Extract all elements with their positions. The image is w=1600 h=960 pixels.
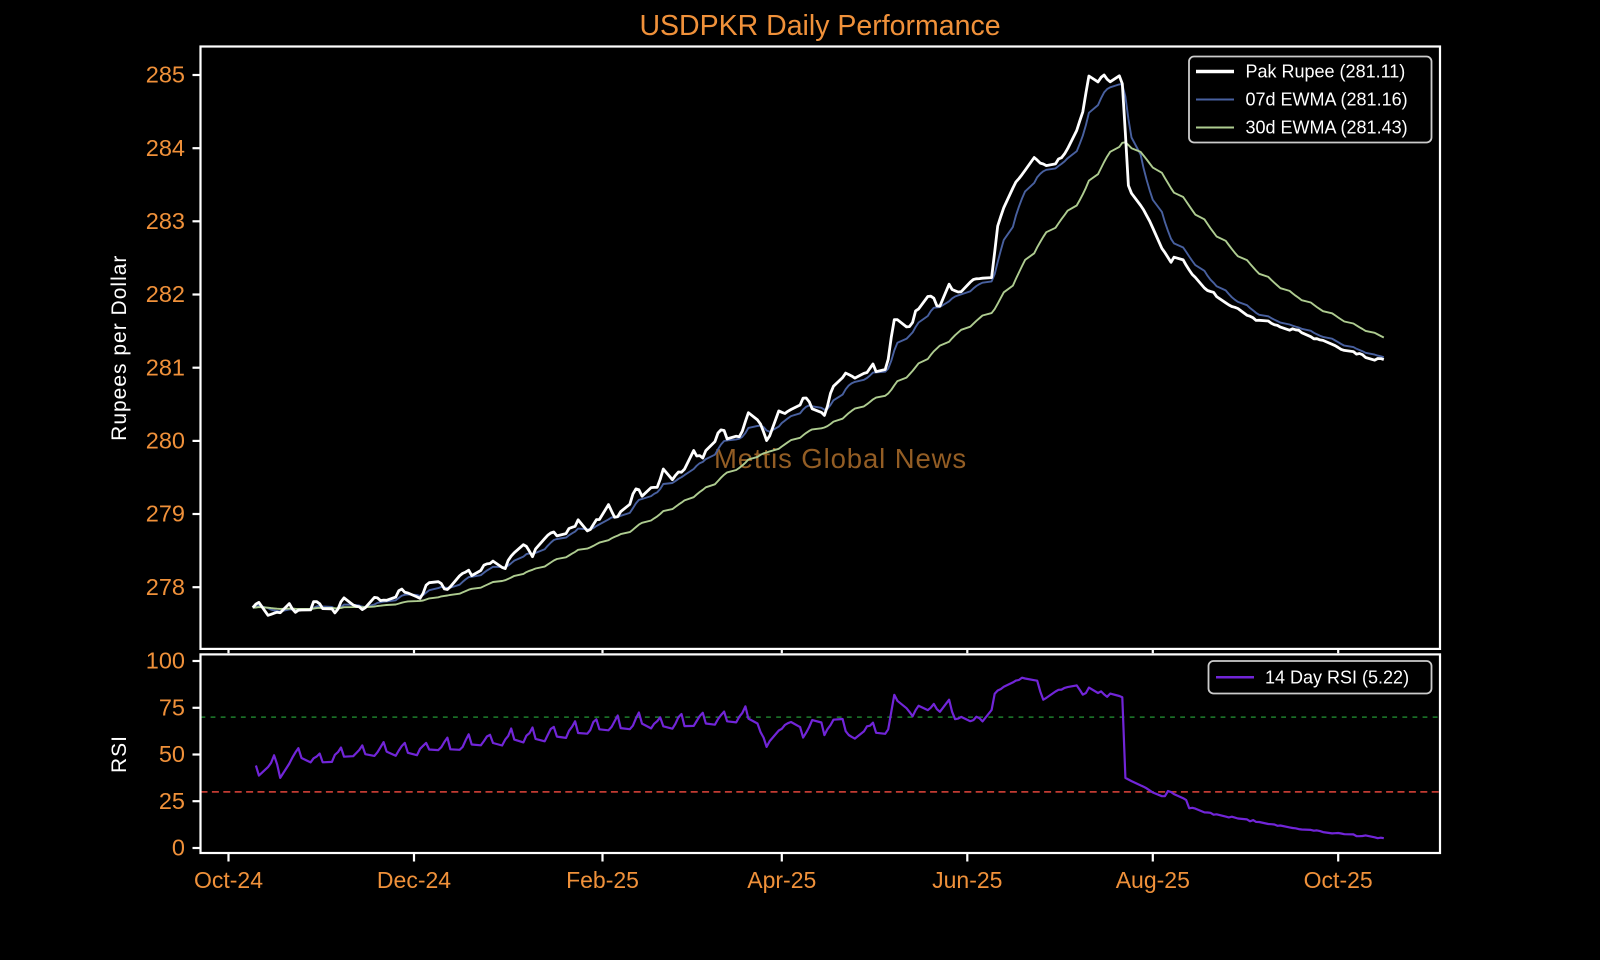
svg-text:282: 282 xyxy=(146,281,185,307)
svg-text:283: 283 xyxy=(146,208,185,234)
svg-text:Oct-24: Oct-24 xyxy=(194,867,263,893)
svg-text:281: 281 xyxy=(146,354,185,380)
svg-text:Aug-25: Aug-25 xyxy=(1116,867,1190,893)
svg-text:Dec-24: Dec-24 xyxy=(377,867,451,893)
svg-text:Rupees per Dollar: Rupees per Dollar xyxy=(108,255,131,441)
svg-text:279: 279 xyxy=(146,501,185,527)
svg-text:50: 50 xyxy=(159,741,185,767)
svg-text:278: 278 xyxy=(146,574,185,600)
svg-text:RSI: RSI xyxy=(108,735,131,773)
svg-text:Jun-25: Jun-25 xyxy=(932,867,1002,893)
svg-text:14 Day RSI (5.22): 14 Day RSI (5.22) xyxy=(1265,668,1409,688)
svg-text:Pak Rupee (281.11): Pak Rupee (281.11) xyxy=(1246,62,1406,82)
svg-text:07d EWMA (281.16): 07d EWMA (281.16) xyxy=(1246,90,1408,110)
svg-text:Oct-25: Oct-25 xyxy=(1304,867,1373,893)
svg-text:30d EWMA (281.43): 30d EWMA (281.43) xyxy=(1246,118,1408,138)
svg-text:25: 25 xyxy=(159,788,185,814)
svg-text:Mettis Global News: Mettis Global News xyxy=(714,443,967,474)
svg-text:Apr-25: Apr-25 xyxy=(747,867,816,893)
svg-text:USDPKR Daily Performance: USDPKR Daily Performance xyxy=(639,10,1000,42)
svg-text:280: 280 xyxy=(146,428,185,454)
svg-text:0: 0 xyxy=(172,835,185,861)
svg-text:100: 100 xyxy=(146,648,185,674)
svg-text:285: 285 xyxy=(146,62,185,88)
svg-text:284: 284 xyxy=(146,135,185,161)
svg-text:75: 75 xyxy=(159,695,185,721)
svg-text:Feb-25: Feb-25 xyxy=(566,867,639,893)
